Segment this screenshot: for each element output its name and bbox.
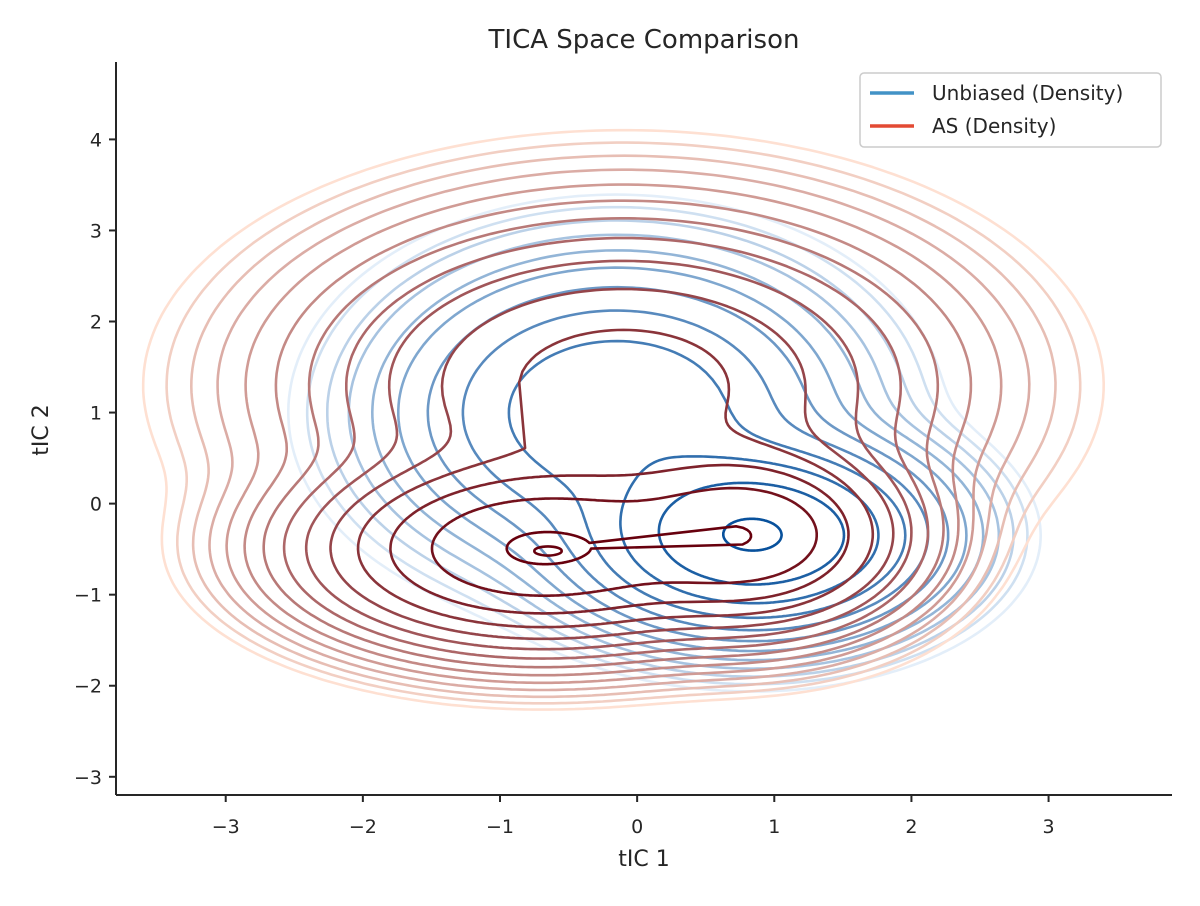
y-tick-label: 3 [90, 220, 102, 242]
chart-title: TICA Space Comparison [488, 25, 800, 55]
y-tick-label: 2 [90, 312, 102, 334]
y-tick-label: 0 [90, 494, 102, 516]
contour-line [347, 233, 1001, 670]
x-tick-label: −3 [212, 816, 240, 838]
x-tick-label: 1 [768, 816, 780, 838]
x-tick-label: 2 [905, 816, 917, 838]
y-tick-label: −1 [74, 585, 102, 607]
contour-line [507, 339, 907, 620]
y-tick-label: −3 [74, 767, 102, 789]
contour-line [190, 154, 1057, 699]
contour-line [389, 463, 850, 615]
x-axis-label: tIC 1 [618, 847, 669, 872]
y-tick-label: 1 [90, 403, 102, 425]
contour-line [262, 217, 945, 669]
contour-line [722, 517, 783, 552]
contour-line [141, 128, 1105, 711]
contour-line [304, 259, 913, 651]
contour-peak [532, 545, 564, 557]
contour-layer [141, 128, 1105, 711]
contour-line [208, 168, 1031, 692]
contour-line [326, 219, 1015, 678]
contour-line [619, 455, 880, 605]
y-tick-label: −2 [74, 676, 102, 698]
contour-line [371, 249, 985, 662]
contour-line [505, 525, 753, 566]
series-as-contours [141, 128, 1105, 711]
y-axis-label: tIC 2 [29, 404, 54, 455]
contour-line [329, 287, 895, 641]
contour-line [225, 183, 1003, 685]
legend-label: Unbiased (Density) [932, 81, 1123, 105]
legend: Unbiased (Density) AS (Density) [859, 72, 1162, 148]
contour-line [430, 486, 818, 597]
contour-line [165, 141, 1082, 705]
legend-box [859, 72, 1162, 148]
contour-line [356, 328, 875, 629]
x-tick-label: 3 [1043, 816, 1055, 838]
axes: −3 −2 −1 0 1 2 3 −3 −2 −1 0 1 2 3 4 [74, 62, 1172, 838]
x-tick-label: −1 [486, 816, 514, 838]
x-tick-label: −2 [349, 816, 377, 838]
contour-line [282, 236, 930, 660]
x-tick-label: 0 [631, 816, 643, 838]
y-tick-label: 4 [90, 129, 102, 151]
legend-label: AS (Density) [932, 114, 1056, 138]
contour-line [243, 199, 973, 677]
